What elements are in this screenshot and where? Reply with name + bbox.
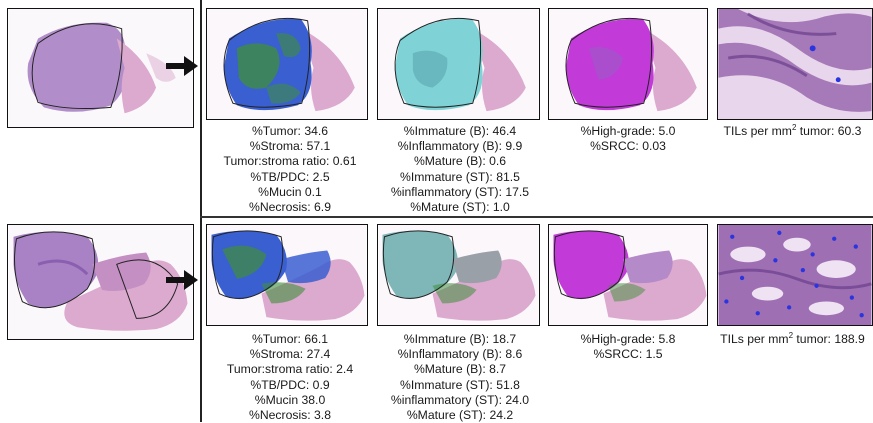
row2-tils-metric: TILs per mm2 tumor: 188.9 bbox=[720, 330, 865, 346]
metric-line: %Immature (B): 18.7 bbox=[403, 332, 517, 346]
metric-line: %High-grade: 5.0 bbox=[580, 124, 676, 138]
row2-original-slide bbox=[7, 224, 194, 340]
he-slide-image bbox=[8, 9, 193, 127]
metric-line: %High-grade: 5.8 bbox=[580, 332, 676, 346]
metric-line: Tumor:stroma ratio: 2.4 bbox=[226, 362, 354, 377]
row1-original-slide bbox=[7, 8, 194, 128]
row1-col3-metrics: %High-grade: 5.0 %SRCC: 0.03 bbox=[548, 124, 708, 154]
high-grade-map-image bbox=[549, 9, 707, 119]
horizontal-divider bbox=[200, 216, 873, 218]
arrow-right-icon bbox=[166, 270, 198, 290]
segmentation-map-image bbox=[207, 225, 367, 325]
metric-line: %Mature (ST): 1.0 bbox=[410, 200, 510, 215]
row2-stroma-maturity-map bbox=[377, 224, 540, 326]
row1-col1-metrics: %Tumor: 34.6 %Stroma: 57.1 Tumor:stroma … bbox=[210, 124, 370, 215]
metric-line: %TB/PDC: 2.5 bbox=[250, 169, 330, 184]
metric-line: %Mature (B): 0.6 bbox=[413, 154, 507, 169]
metric-line: %Immature (ST): 51.8 bbox=[400, 377, 520, 392]
metric-line: %Immature (B): 46.4 bbox=[403, 124, 517, 138]
metric-line: %Tumor: 66.1 bbox=[251, 332, 329, 346]
metric-line: %inflammatory (ST): 17.5 bbox=[390, 184, 530, 199]
tils-zoom-image bbox=[718, 225, 872, 325]
metric-line: %Mature (ST): 24.2 bbox=[406, 408, 514, 423]
row1-high-grade-map bbox=[548, 8, 708, 120]
row1-tils-zoom bbox=[717, 8, 873, 120]
row2-col1-metrics: %Tumor: 66.1 %Stroma: 27.4 Tumor:stroma … bbox=[210, 332, 370, 423]
row2-col3-metrics: %High-grade: 5.8 %SRCC: 1.5 bbox=[548, 332, 708, 362]
metric-line: %Mucin 0.1 bbox=[258, 184, 322, 199]
metric-line: Tumor:stroma ratio: 0.61 bbox=[223, 154, 357, 169]
row1-col2-metrics: %Immature (B): 46.4 %Inflammatory (B): 9… bbox=[378, 124, 542, 215]
row2-high-grade-map bbox=[548, 224, 708, 326]
metric-line: %Necrosis: 6.9 bbox=[249, 200, 331, 215]
high-grade-map-image bbox=[549, 225, 707, 325]
stroma-map-image bbox=[378, 9, 539, 119]
row1-stroma-maturity-map bbox=[377, 8, 540, 120]
metric-line: %Inflammatory (B): 8.6 bbox=[397, 347, 523, 362]
metric-line: %Inflammatory (B): 9.9 bbox=[397, 139, 523, 154]
metric-line: %Stroma: 27.4 bbox=[249, 347, 331, 362]
metric-line: %SRCC: 0.03 bbox=[590, 139, 666, 154]
row2-tils-zoom bbox=[717, 224, 873, 326]
tils-zoom-image bbox=[718, 9, 872, 119]
metric-line: %TB/PDC: 0.9 bbox=[250, 377, 330, 392]
metric-line: %inflammatory (ST): 24.0 bbox=[390, 392, 530, 407]
metric-line: %Stroma: 57.1 bbox=[249, 139, 331, 154]
arrow-right-icon bbox=[166, 56, 198, 76]
vertical-divider bbox=[200, 0, 202, 422]
row1-tils-metric: TILs per mm2 tumor: 60.3 bbox=[723, 122, 862, 138]
segmentation-map-image bbox=[207, 9, 367, 119]
metric-line: %Mature (B): 8.7 bbox=[413, 362, 507, 377]
row2-tissue-segmentation bbox=[206, 224, 368, 326]
metric-line: %Mucin 38.0 bbox=[254, 392, 326, 407]
metric-line: %Necrosis: 3.8 bbox=[249, 408, 331, 423]
metric-line: %Immature (ST): 81.5 bbox=[400, 169, 520, 184]
stroma-map-image bbox=[378, 225, 539, 325]
row2-col2-metrics: %Immature (B): 18.7 %Inflammatory (B): 8… bbox=[378, 332, 542, 423]
he-slide-image bbox=[8, 225, 193, 339]
metric-line: %Tumor: 34.6 bbox=[251, 124, 329, 138]
row1-tissue-segmentation bbox=[206, 8, 368, 120]
metric-line: %SRCC: 1.5 bbox=[593, 347, 663, 362]
